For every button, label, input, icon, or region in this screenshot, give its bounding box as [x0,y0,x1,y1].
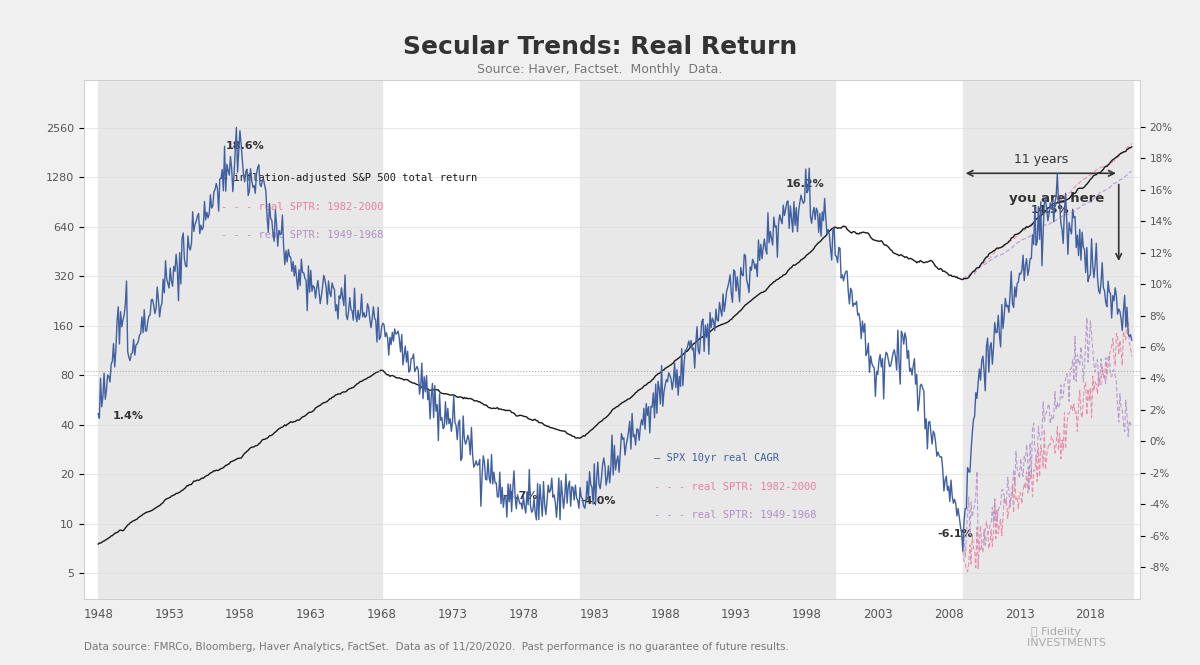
Text: -3.7%: -3.7% [502,491,538,501]
Bar [962,80,1133,598]
Text: 18.6%: 18.6% [226,141,264,151]
Text: 14.5%: 14.5% [1031,205,1069,215]
Text: - - - real SPTR: 1949-1968: - - - real SPTR: 1949-1968 [221,230,384,240]
Text: — SPX 10yr real CAGR: — SPX 10yr real CAGR [654,454,779,464]
Text: -4.0%: -4.0% [580,496,616,506]
Text: - - - real SPTR: 1982-2000: - - - real SPTR: 1982-2000 [221,201,384,211]
Text: 1.4%: 1.4% [113,412,143,422]
Text: - - - real SPTR: 1949-1968: - - - real SPTR: 1949-1968 [654,510,817,520]
Bar [580,80,835,598]
Text: Secular Trends: Real Return: Secular Trends: Real Return [403,35,797,59]
Text: you are here: you are here [1009,192,1104,205]
Text: Source: Haver, Factset.  Monthly  Data.: Source: Haver, Factset. Monthly Data. [478,63,722,76]
Text: Data source: FMRCo, Bloomberg, Haver Analytics, FactSet.  Data as of 11/20/2020.: Data source: FMRCo, Bloomberg, Haver Ana… [84,642,790,652]
Text: 🔘 Fidelity
      INVESTMENTS: 🔘 Fidelity INVESTMENTS [1006,627,1106,648]
Bar [98,80,382,598]
Text: — inflation-adjusted S&P 500 total return: — inflation-adjusted S&P 500 total retur… [221,173,478,183]
Text: - - - real SPTR: 1982-2000: - - - real SPTR: 1982-2000 [654,481,817,492]
Text: 16.2%: 16.2% [786,179,824,189]
Text: 11 years: 11 years [1014,153,1068,166]
Text: -6.1%: -6.1% [937,529,973,539]
